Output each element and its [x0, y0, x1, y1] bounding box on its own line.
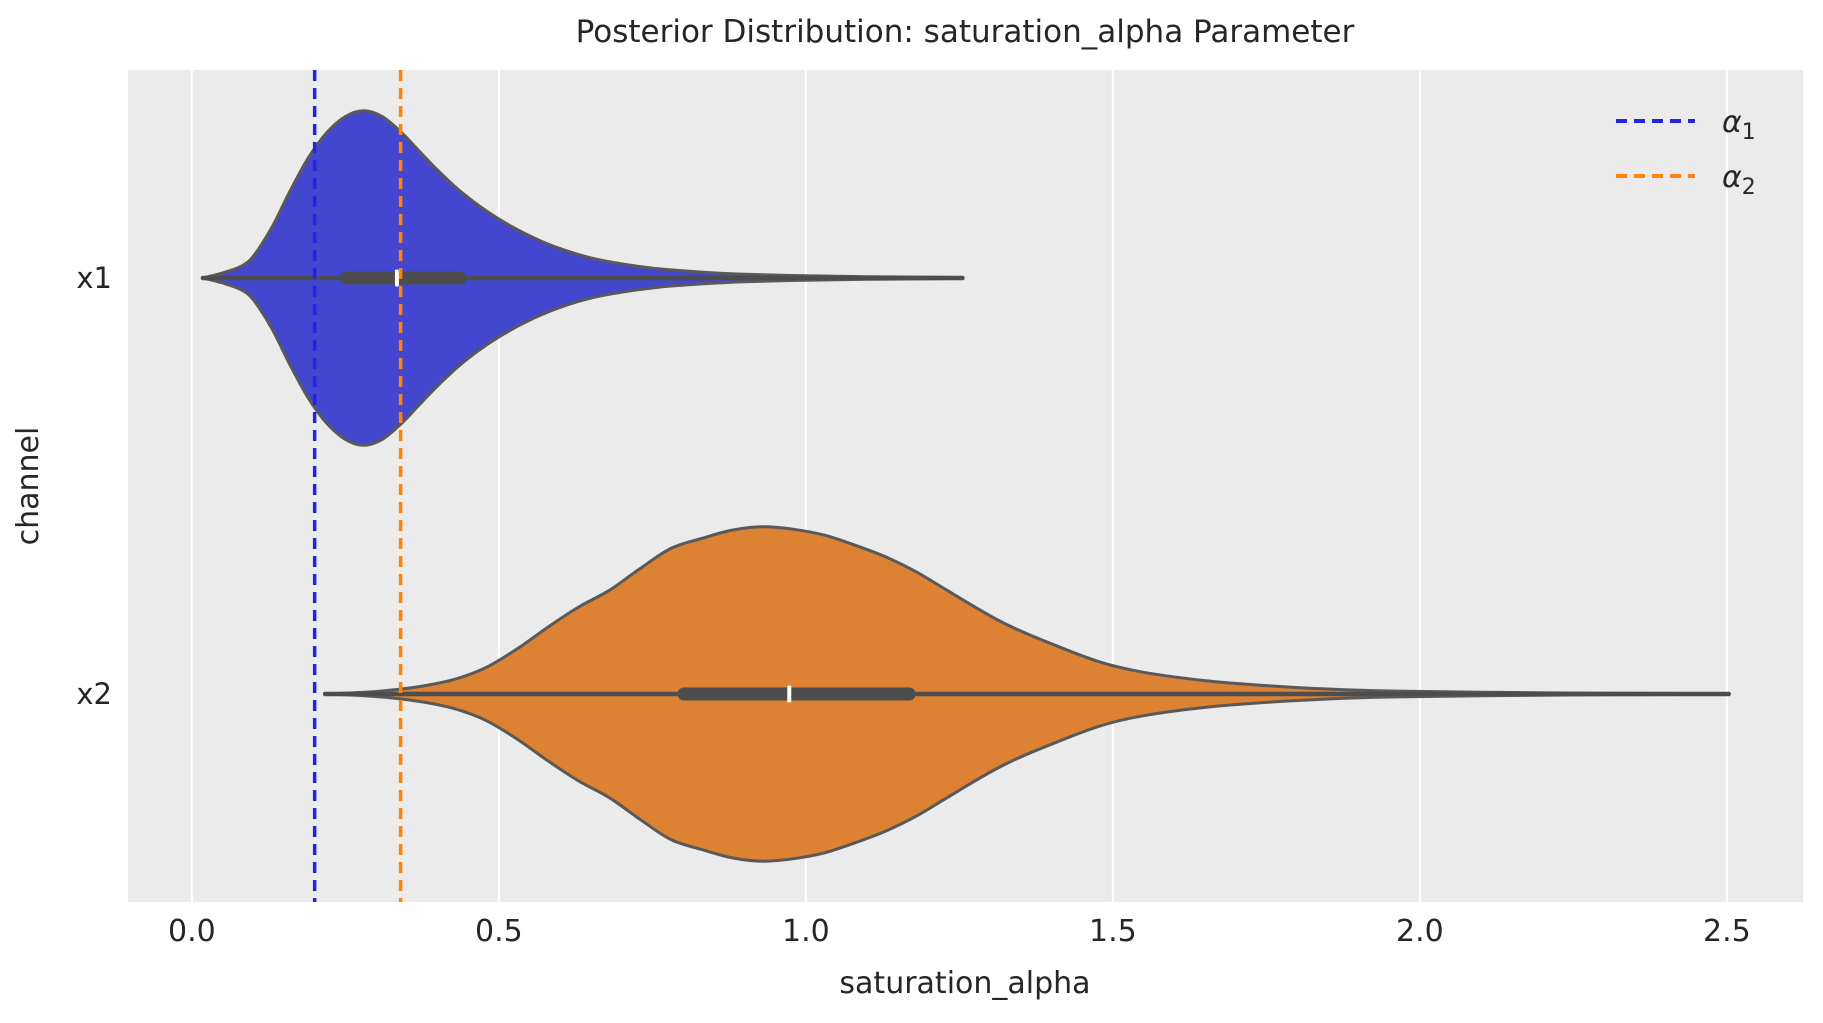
- y-tick-labels: x1 x2: [76, 261, 112, 711]
- violin-box-x2: [677, 687, 916, 701]
- x-tick-label: 0.5: [475, 914, 523, 949]
- x-tick-labels: 0.0 0.5 1.0 1.5 2.0 2.5: [168, 914, 1751, 949]
- violin-box-x1: [339, 271, 467, 285]
- x-tick-label: 2.5: [1703, 914, 1751, 949]
- reference-lines: [312, 70, 403, 902]
- legend-label-α1: α1: [1722, 105, 1756, 145]
- violins: [200, 109, 1731, 863]
- x-tick-label: 1.0: [782, 914, 830, 949]
- violin-median-x2: [787, 685, 792, 703]
- x-tick-label: 1.5: [1089, 914, 1137, 949]
- gridlines: [190, 70, 1728, 902]
- y-axis-label: channel: [11, 427, 46, 546]
- chart-title: Posterior Distribution: saturation_alpha…: [576, 14, 1355, 50]
- x-tick-label: 2.0: [1396, 914, 1444, 949]
- y-tick-label-x2: x2: [76, 677, 112, 711]
- x-tick-label: 0.0: [168, 914, 216, 949]
- y-tick-label-x1: x1: [76, 261, 112, 295]
- violin-median-x1: [394, 269, 399, 287]
- x-axis-label: saturation_alpha: [839, 966, 1090, 1001]
- legend-label-α2: α2: [1722, 160, 1756, 200]
